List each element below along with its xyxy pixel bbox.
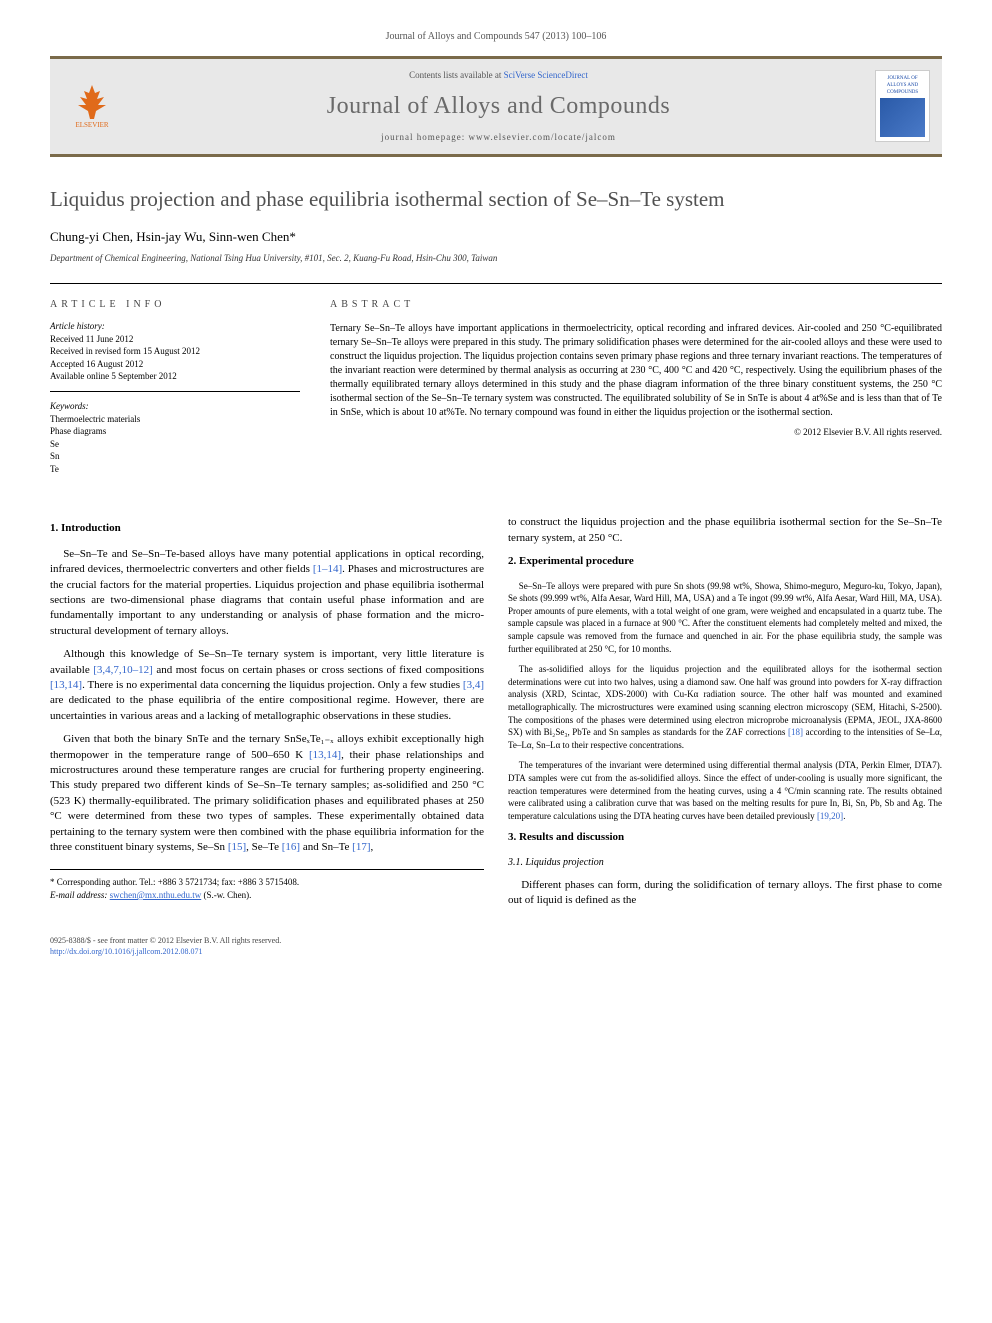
online-date: Available online 5 September 2012 — [50, 370, 300, 383]
email-label: E-mail address: — [50, 890, 107, 900]
experimental-paragraph: The as-solidified alloys for the liquidu… — [508, 663, 942, 751]
banner-center: Contents lists available at SciVerse Sci… — [136, 69, 861, 144]
keyword: Thermoelectric materials — [50, 413, 300, 426]
authors-line: Chung-yi Chen, Hsin-jay Wu, Sinn-wen Che… — [50, 228, 942, 246]
ref-link[interactable]: [19,20] — [817, 811, 843, 821]
abstract-body: Ternary Se–Sn–Te alloys have important a… — [330, 322, 942, 420]
article-title: Liquidus projection and phase equilibria… — [50, 185, 942, 214]
ref-link[interactable]: [3,4] — [463, 679, 484, 691]
left-column: 1. Introduction Se–Sn–Te and Se–Sn–Te-ba… — [50, 515, 484, 916]
sciencedirect-link[interactable]: SciVerse ScienceDirect — [504, 70, 588, 80]
info-abstract-row: ARTICLE INFO Article history: Received 1… — [50, 283, 942, 492]
journal-name: Journal of Alloys and Compounds — [136, 90, 861, 124]
publisher-logo: ELSEVIER — [62, 76, 122, 136]
homepage-url[interactable]: www.elsevier.com/locate/jalcom — [469, 132, 616, 142]
page-footer: 0925-8388/$ - see front matter © 2012 El… — [50, 935, 942, 957]
keywords-block: Keywords: Thermoelectric materials Phase… — [50, 400, 300, 484]
experimental-paragraph: Se–Sn–Te alloys were prepared with pure … — [508, 580, 942, 656]
journal-cover-thumbnail: JOURNAL OF ALLOYS AND COMPOUNDS — [875, 70, 930, 142]
intro-paragraph: Although this knowledge of Se–Sn–Te tern… — [50, 647, 484, 724]
intro-heading: 1. Introduction — [50, 521, 484, 536]
ref-link[interactable]: [15] — [228, 841, 246, 853]
ref-link[interactable]: [1–14] — [313, 563, 342, 575]
keyword: Te — [50, 463, 300, 476]
keyword: Sn — [50, 450, 300, 463]
history-label: Article history: — [50, 320, 300, 333]
results-subheading: 3.1. Liquidus projection — [508, 856, 942, 870]
email-suffix: (S.-w. Chen). — [203, 890, 251, 900]
ref-link[interactable]: [3,4,7,10–12] — [93, 664, 153, 676]
ref-link[interactable]: [17] — [352, 841, 370, 853]
ref-link[interactable]: [13,14] — [50, 679, 82, 691]
corresponding-author: * Corresponding author. Tel.: +886 3 572… — [50, 876, 484, 889]
header-citation: Journal of Alloys and Compounds 547 (201… — [50, 30, 942, 44]
abstract-column: ABSTRACT Ternary Se–Sn–Te alloys have im… — [330, 298, 942, 492]
right-column: to construct the liquidus projection and… — [508, 515, 942, 916]
body-columns: 1. Introduction Se–Sn–Te and Se–Sn–Te-ba… — [50, 515, 942, 916]
info-heading: ARTICLE INFO — [50, 298, 300, 312]
results-paragraph: Different phases can form, during the so… — [508, 878, 942, 909]
homepage-line: journal homepage: www.elsevier.com/locat… — [136, 131, 861, 144]
ref-link[interactable]: [16] — [282, 841, 300, 853]
corresponding-asterisk: * — [289, 229, 296, 244]
elsevier-tree-icon — [72, 81, 112, 121]
doi-link[interactable]: http://dx.doi.org/10.1016/j.jallcom.2012… — [50, 947, 203, 956]
contents-line: Contents lists available at SciVerse Sci… — [136, 69, 861, 82]
intro-paragraph: Given that both the binary SnTe and the … — [50, 732, 484, 855]
ref-link[interactable]: [18] — [788, 727, 803, 737]
email-link[interactable]: swchen@mx.nthu.edu.tw — [110, 890, 202, 900]
intro-paragraph: Se–Sn–Te and Se–Sn–Te-based alloys have … — [50, 547, 484, 639]
cover-art — [880, 98, 925, 137]
keywords-label: Keywords: — [50, 400, 300, 413]
experimental-paragraph: The temperatures of the invariant were d… — [508, 759, 942, 822]
keyword: Se — [50, 438, 300, 451]
cover-label: JOURNAL OF ALLOYS AND COMPOUNDS — [880, 75, 925, 96]
affiliation: Department of Chemical Engineering, Nati… — [50, 252, 942, 265]
accepted-date: Accepted 16 August 2012 — [50, 358, 300, 371]
received-date: Received 11 June 2012 — [50, 333, 300, 346]
abstract-heading: ABSTRACT — [330, 298, 942, 312]
ref-link[interactable]: [13,14] — [309, 749, 341, 761]
publisher-name: ELSEVIER — [75, 121, 108, 131]
revised-date: Received in revised form 15 August 2012 — [50, 345, 300, 358]
journal-banner: ELSEVIER Contents lists available at Sci… — [50, 56, 942, 157]
results-heading: 3. Results and discussion — [508, 830, 942, 845]
article-info-column: ARTICLE INFO Article history: Received 1… — [50, 298, 300, 492]
front-matter-line: 0925-8388/$ - see front matter © 2012 El… — [50, 935, 942, 946]
abstract-copyright: © 2012 Elsevier B.V. All rights reserved… — [330, 426, 942, 439]
keyword: Phase diagrams — [50, 425, 300, 438]
corresponding-footnote: * Corresponding author. Tel.: +886 3 572… — [50, 869, 484, 901]
experimental-heading: 2. Experimental procedure — [508, 554, 942, 569]
article-history-block: Article history: Received 11 June 2012 R… — [50, 320, 300, 392]
intro-continuation: to construct the liquidus projection and… — [508, 515, 942, 546]
